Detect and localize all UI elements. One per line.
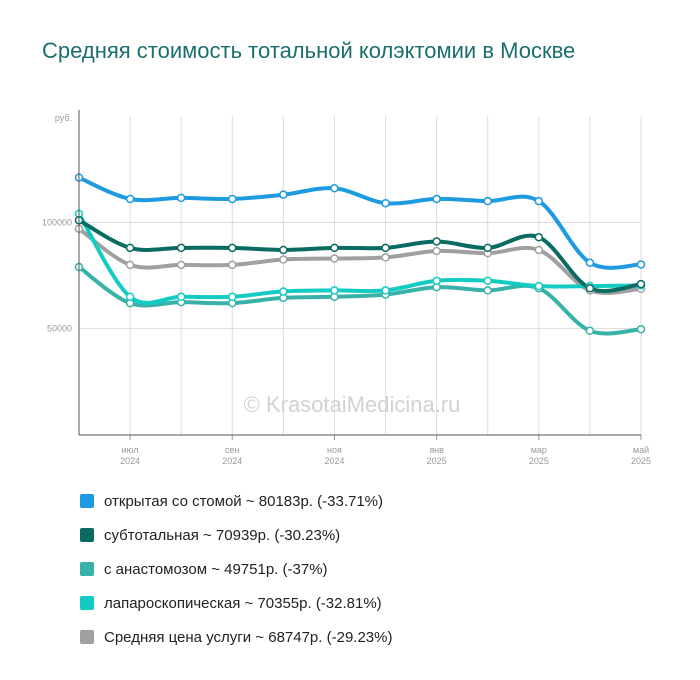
data-point[interactable] xyxy=(330,184,339,193)
x-tick-month: сен xyxy=(225,445,240,455)
data-point[interactable] xyxy=(534,232,544,242)
data-point[interactable] xyxy=(228,194,237,204)
data-point[interactable] xyxy=(483,276,492,286)
data-point[interactable] xyxy=(125,194,135,204)
chart-title: Средняя стоимость тотальной колэктомии в… xyxy=(42,38,576,63)
legend-swatch xyxy=(80,562,94,576)
y-tick-label: 50000 xyxy=(47,324,72,334)
data-point[interactable] xyxy=(585,284,595,293)
data-point[interactable] xyxy=(483,196,492,206)
axes xyxy=(78,110,641,436)
data-point[interactable] xyxy=(176,292,186,302)
data-point[interactable] xyxy=(330,286,339,295)
data-point[interactable] xyxy=(279,190,288,199)
data-point[interactable] xyxy=(534,196,544,206)
data-point[interactable] xyxy=(228,260,237,270)
data-point[interactable] xyxy=(279,287,288,296)
x-tick-labels: июл2024сен2024ноя2024янв2025мар2025май20… xyxy=(120,435,651,466)
x-tick-month: янв xyxy=(429,445,444,455)
data-point[interactable] xyxy=(534,245,544,255)
data-point[interactable] xyxy=(636,324,646,334)
legend-swatch xyxy=(80,630,94,644)
legend-swatch xyxy=(80,528,94,542)
data-point[interactable] xyxy=(279,255,288,264)
data-point[interactable] xyxy=(381,253,390,262)
x-tick-year: 2025 xyxy=(427,456,447,466)
data-point[interactable] xyxy=(534,281,544,291)
data-point[interactable] xyxy=(125,292,135,302)
series-line xyxy=(77,226,643,295)
y-axis-label: руб. xyxy=(55,113,72,123)
data-point[interactable] xyxy=(228,243,237,253)
legend-item[interactable]: субтотальная ~ 70939р. (-30.23%) xyxy=(80,518,392,552)
x-tick-year: 2025 xyxy=(529,456,549,466)
data-point[interactable] xyxy=(432,194,441,204)
legend-swatch xyxy=(80,596,94,610)
legend-item[interactable]: лапароскопическая ~ 70355р. (-32.81%) xyxy=(80,586,392,620)
legend-swatch xyxy=(80,494,94,508)
y-tick-label: 100000 xyxy=(42,217,72,227)
data-point[interactable] xyxy=(176,260,186,270)
legend-label: Средняя цена услуги ~ 68747р. (-29.23%) xyxy=(104,628,393,646)
series-line xyxy=(77,218,643,294)
data-point[interactable] xyxy=(432,237,441,246)
x-tick-month: мар xyxy=(531,445,547,455)
series-lines xyxy=(74,173,646,336)
x-tick-year: 2024 xyxy=(324,456,344,466)
data-point[interactable] xyxy=(125,243,135,253)
legend: открытая со стомой ~ 80183р. (-33.71%) су… xyxy=(80,484,392,654)
x-tick-year: 2024 xyxy=(120,456,140,466)
legend-item[interactable]: Средняя цена услуги ~ 68747р. (-29.23%) xyxy=(80,620,392,654)
y-tick-labels: 50000 100000 xyxy=(42,217,72,333)
data-point[interactable] xyxy=(585,258,595,267)
data-point[interactable] xyxy=(483,243,492,253)
data-point[interactable] xyxy=(636,279,646,289)
data-point[interactable] xyxy=(330,254,339,263)
x-tick-month: ноя xyxy=(327,445,342,455)
data-point[interactable] xyxy=(432,276,441,286)
legend-label: лапароскопическая ~ 70355р. (-32.81%) xyxy=(104,594,382,612)
legend-label: открытая со стомой ~ 80183р. (-33.71%) xyxy=(104,492,384,510)
legend-item[interactable]: с анастомозом ~ 49751р. (-37%) xyxy=(80,552,392,586)
data-point[interactable] xyxy=(125,260,135,270)
data-point[interactable] xyxy=(381,243,390,253)
data-point[interactable] xyxy=(279,245,288,255)
data-point[interactable] xyxy=(636,260,646,269)
legend-label: субтотальная ~ 70939р. (-30.23%) xyxy=(104,526,341,544)
data-point[interactable] xyxy=(381,198,390,208)
x-tick-year: 2025 xyxy=(631,456,651,466)
data-point[interactable] xyxy=(176,193,186,203)
data-point[interactable] xyxy=(176,243,186,253)
data-point[interactable] xyxy=(381,286,390,295)
watermark: © KrasotaiMedicina.ru xyxy=(244,392,461,417)
x-tick-month: июл xyxy=(122,445,139,455)
data-point[interactable] xyxy=(432,246,441,256)
x-tick-month: май xyxy=(633,445,649,455)
x-tick-year: 2024 xyxy=(222,456,242,466)
legend-item[interactable]: открытая со стомой ~ 80183р. (-33.71%) xyxy=(80,484,392,518)
data-point[interactable] xyxy=(585,326,595,336)
legend-label: с анастомозом ~ 49751р. (-37%) xyxy=(104,560,328,578)
grid-lines xyxy=(79,116,642,435)
data-point[interactable] xyxy=(228,292,237,302)
data-point[interactable] xyxy=(330,243,339,253)
data-point[interactable] xyxy=(483,286,492,295)
